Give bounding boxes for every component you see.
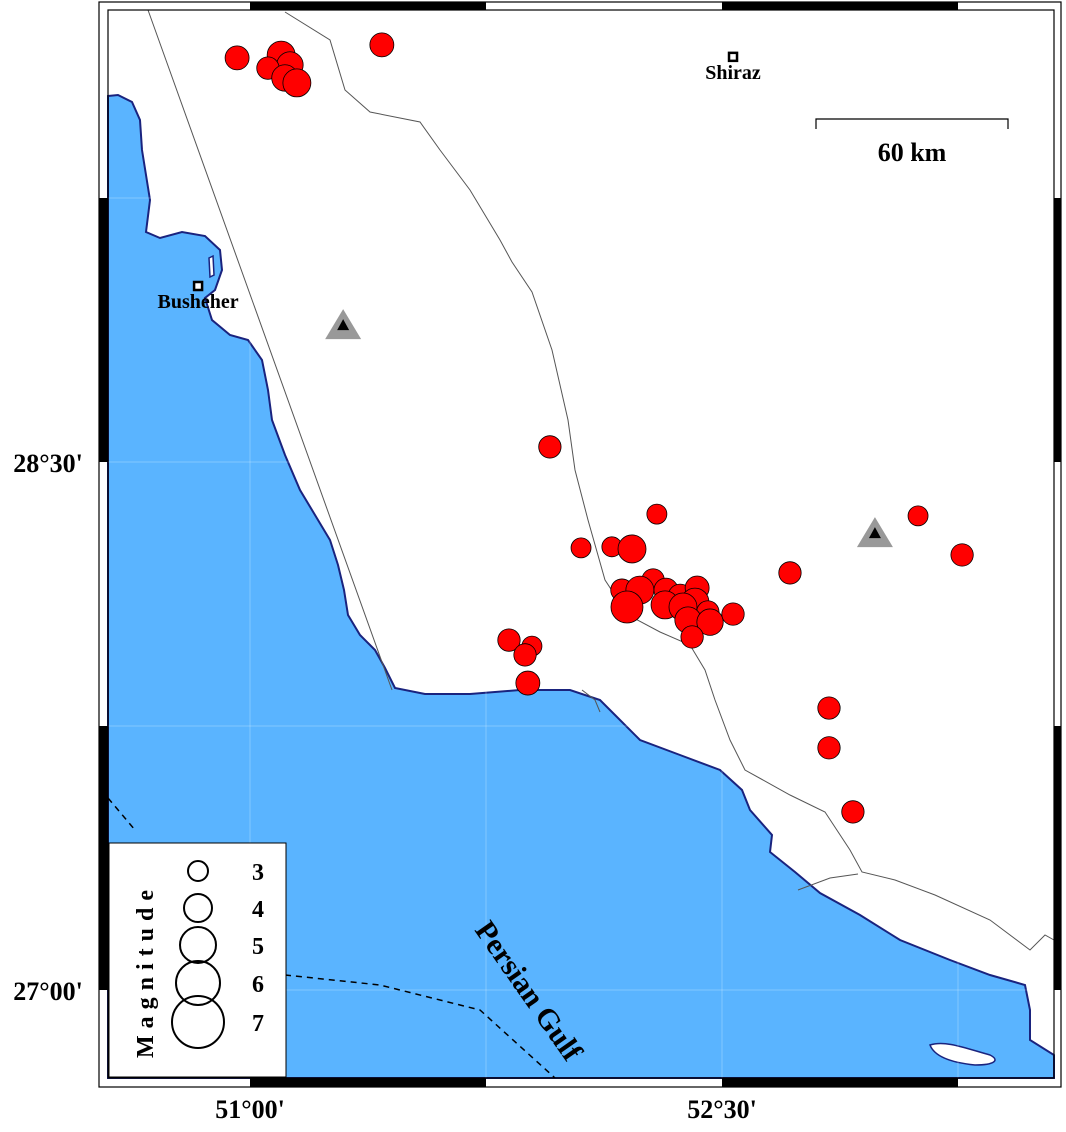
city-label: Busheher [158,291,239,313]
earthquake-event [282,68,312,98]
earthquake-event [538,435,562,459]
earthquake-event [224,45,250,71]
x-tick-label: 52°30' [687,1095,757,1124]
earthquake-event [907,505,929,527]
boundary-lines [147,9,1055,951]
earthquake-event [646,503,668,525]
legend-circle [187,860,209,882]
earthquake-event [617,534,647,564]
earthquake-event [680,625,704,649]
earthquake-event [369,32,395,58]
station-triangle-icon [325,309,362,340]
legend-label: 5 [252,934,264,960]
earthquake-event [817,696,841,720]
y-tick-label: 28°30' [13,449,83,478]
legend-label: 7 [252,1011,264,1037]
earthquake-event [610,590,644,624]
legend-label: 4 [252,897,264,923]
station-triangle-icon [856,517,893,548]
earthquake-event [817,736,841,760]
y-tick-label: 27°00' [13,977,83,1006]
legend-circle [171,995,225,1049]
magnitude-legend: Magnitude 3 4 5 6 7 [108,842,287,1078]
earthquake-event [778,561,802,585]
legend-label: 3 [252,860,264,886]
earthquake-event [497,628,521,652]
earthquake-event [841,800,865,824]
earthquake-events [224,32,974,824]
earthquake-event [570,537,592,559]
earthquake-event [696,608,724,636]
map-frame [98,1,1062,1088]
earthquake-event [721,602,745,626]
legend-circle [175,960,221,1006]
sea-area [107,93,1055,1079]
island [208,254,215,279]
maritime-boundary [107,797,556,1079]
legend-circle [179,926,217,964]
cities: Shiraz Busheher [158,51,761,313]
stations [325,309,893,548]
legend-title: Magnitude [133,883,159,1058]
x-tick-label: 51°00' [215,1095,285,1124]
island [929,1042,996,1066]
legend-circle [183,893,213,923]
city-square-icon [192,280,204,292]
legend-label: 6 [252,972,264,998]
earthquake-event [515,670,541,696]
scale-bar: 60 km [815,118,1009,167]
city-label: Shiraz [705,62,761,84]
earthquake-event [513,643,537,667]
earthquake-event [950,543,974,567]
city-square-icon [727,51,739,63]
scale-bar-label: 60 km [878,138,947,167]
axis-labels: 51°00' 52°30' 28°30' 27°00' [13,449,757,1124]
